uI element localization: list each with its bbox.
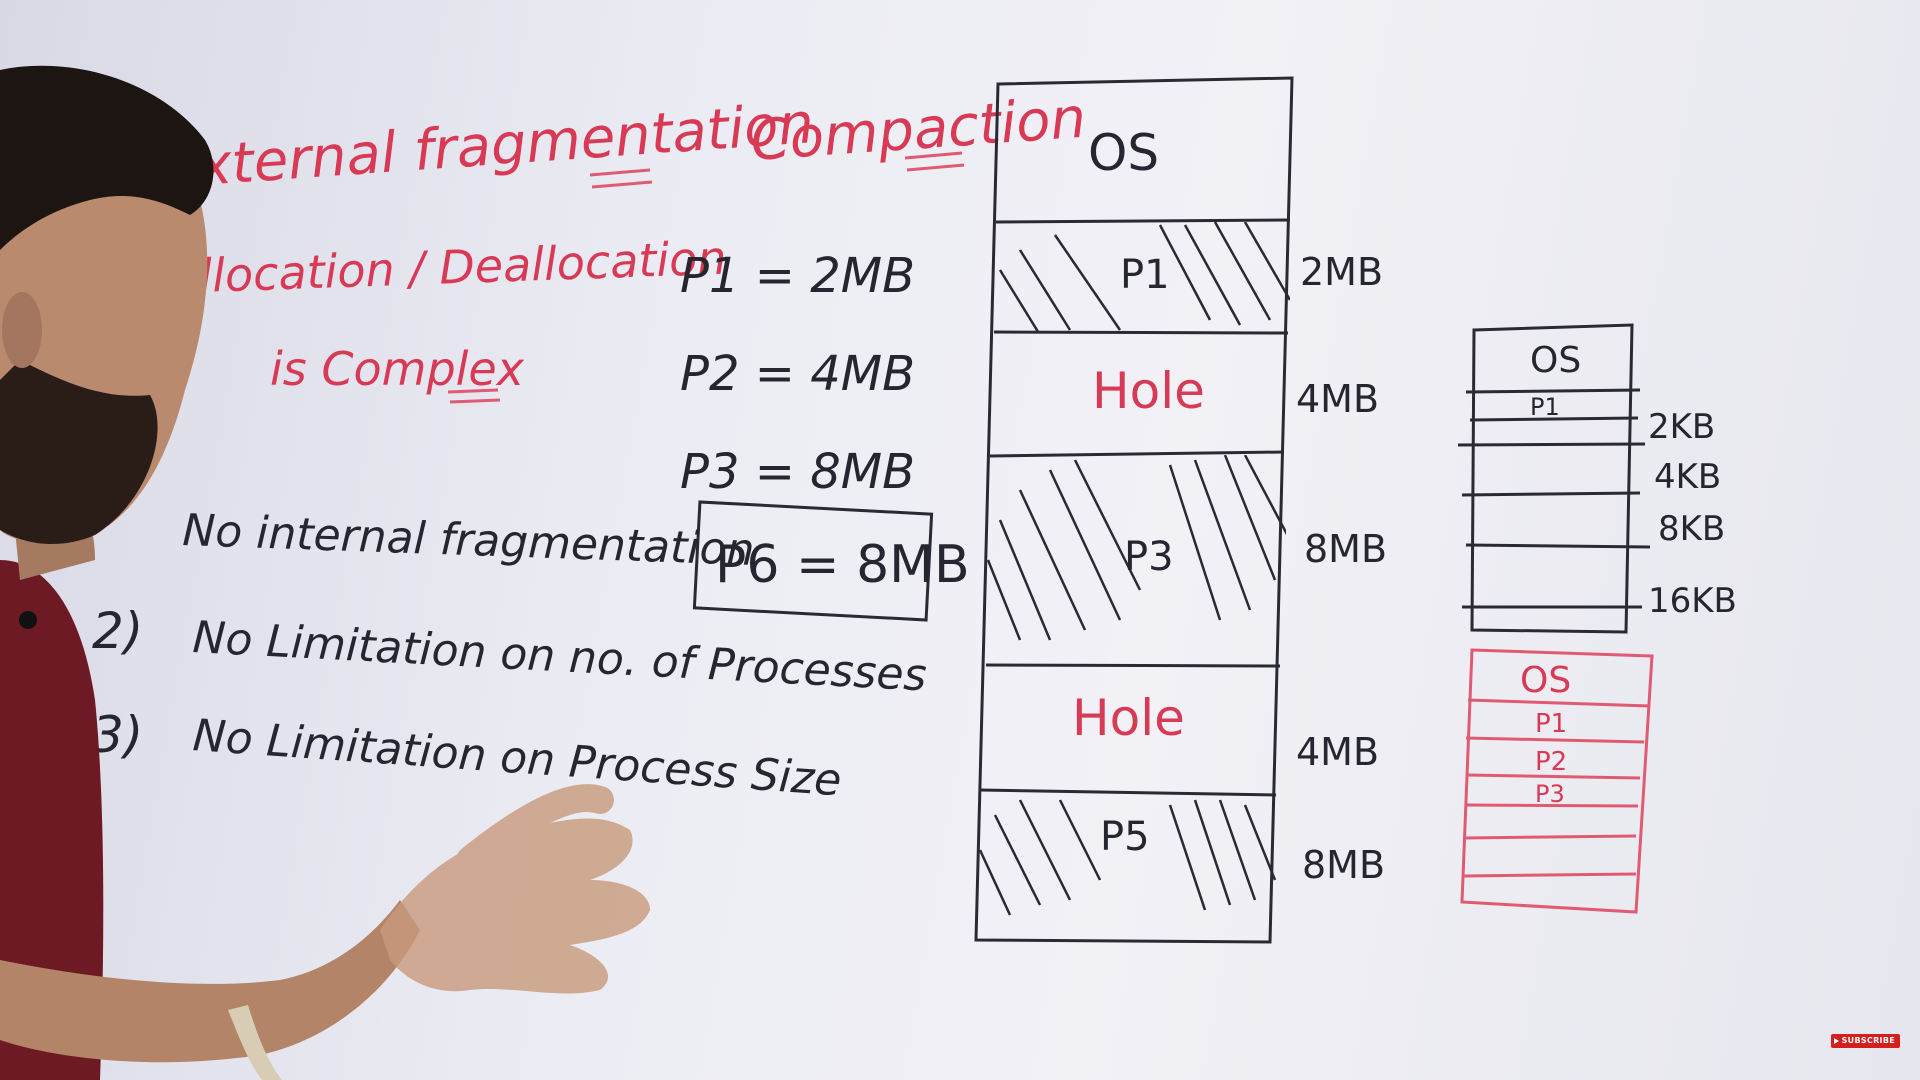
small-partition (1465, 543, 1651, 549)
block-label-p5: P5 (1100, 814, 1150, 860)
partition-line (993, 330, 1289, 335)
block-label-p3: P3 (1124, 534, 1174, 580)
partition-line (995, 218, 1291, 224)
partition-line (989, 450, 1285, 458)
process-p3: P3 = 8MB (680, 444, 915, 500)
process-sizes: P1 = 2MB P2 = 4MB P3 = 8MB P6 = 8MB (680, 248, 970, 622)
block-label-os: OS (1088, 124, 1159, 182)
small-p1-label: P1 (1530, 393, 1560, 421)
small-partition (1461, 491, 1641, 497)
hatch-p1 (998, 222, 1290, 332)
small-partition (1465, 388, 1641, 394)
hatch-p5 (978, 799, 1277, 916)
red-partition (1467, 698, 1651, 708)
process-p6: P6 = 8MB (715, 535, 970, 595)
underline-remedy (904, 151, 965, 172)
presenter-hair (0, 65, 214, 250)
presenter-arm (0, 900, 420, 1063)
block-size-hole-1: 4MB (1296, 377, 1379, 421)
memory-diagram-small: OS P1 2KB 4KB 8KB 16KB (1457, 323, 1737, 634)
presenter (0, 65, 650, 1080)
presenter-beard (0, 360, 158, 545)
block-size-hole-2: 4MB (1296, 730, 1379, 774)
bracelet (228, 1005, 282, 1080)
heading-topic: xternal fragmentation (194, 91, 815, 199)
block-size-p3: 8MB (1304, 527, 1387, 571)
block-label-p1: P1 (1120, 252, 1170, 298)
red-p2-label: P2 (1535, 747, 1567, 777)
advantage-3: No Limitation on Process Size (191, 710, 843, 806)
presenter-shirt (0, 560, 104, 1080)
red-partition (1463, 872, 1637, 878)
advantage-3-number: 3) (92, 706, 143, 764)
subscribe-label: SUBSCRIBE (1841, 1036, 1895, 1045)
advantage-2-number: 2) (92, 602, 143, 660)
memory-diagram-main: OS P1 Hole P3 Hole P5 2MB 4MB 8MB 4MB 8M… (974, 76, 1387, 944)
subscribe-button[interactable]: SUBSCRIBE (1830, 1034, 1900, 1048)
underline-topic (589, 168, 653, 189)
process-p2: P2 = 4MB (680, 346, 915, 402)
presenter-ear (2, 292, 42, 368)
red-p1-label: P1 (1535, 709, 1567, 739)
microphone-icon (19, 611, 37, 629)
heading-group: xternal fragmentation Compaction llocati… (194, 86, 1088, 404)
memory-outline (974, 76, 1294, 944)
red-partition (1465, 803, 1639, 808)
block-label-hole-1: Hole (1092, 362, 1205, 420)
memory-diagram-red: OS P1 P2 P3 (1460, 648, 1654, 914)
partition-line (985, 663, 1281, 668)
red-memory-outline (1460, 648, 1654, 914)
small-size-1: 2KB (1648, 407, 1715, 447)
underline-complex (447, 388, 501, 404)
red-os-label: OS (1520, 660, 1571, 701)
small-partition (1469, 416, 1639, 422)
small-size-3: 8KB (1658, 509, 1725, 549)
small-size-4: 16KB (1648, 581, 1737, 621)
small-memory-outline (1470, 323, 1634, 634)
red-p3-label: P3 (1535, 780, 1565, 808)
presenter-hand (380, 784, 650, 994)
advantage-2: No Limitation on no. of Processes (191, 612, 927, 701)
block-label-hole-2: Hole (1072, 689, 1185, 747)
hatch-p3 (986, 455, 1286, 641)
small-partition (1457, 442, 1646, 447)
block-size-p5: 8MB (1302, 843, 1385, 887)
red-partition (1465, 736, 1645, 744)
red-partition (1465, 773, 1641, 780)
advantage-1: No internal fragmentation (182, 505, 756, 576)
play-icon (1833, 1038, 1839, 1044)
process-p1: P1 = 2MB (680, 248, 915, 304)
drawback-line1: llocation / Deallocation (198, 231, 727, 303)
drawback-line2: is Complex (270, 342, 525, 396)
partition-line (979, 788, 1277, 797)
p6-box (692, 500, 934, 622)
red-partition (1463, 834, 1637, 840)
small-os-label: OS (1530, 340, 1581, 381)
block-size-p1: 2MB (1300, 250, 1383, 294)
small-size-2: 4KB (1654, 457, 1721, 497)
